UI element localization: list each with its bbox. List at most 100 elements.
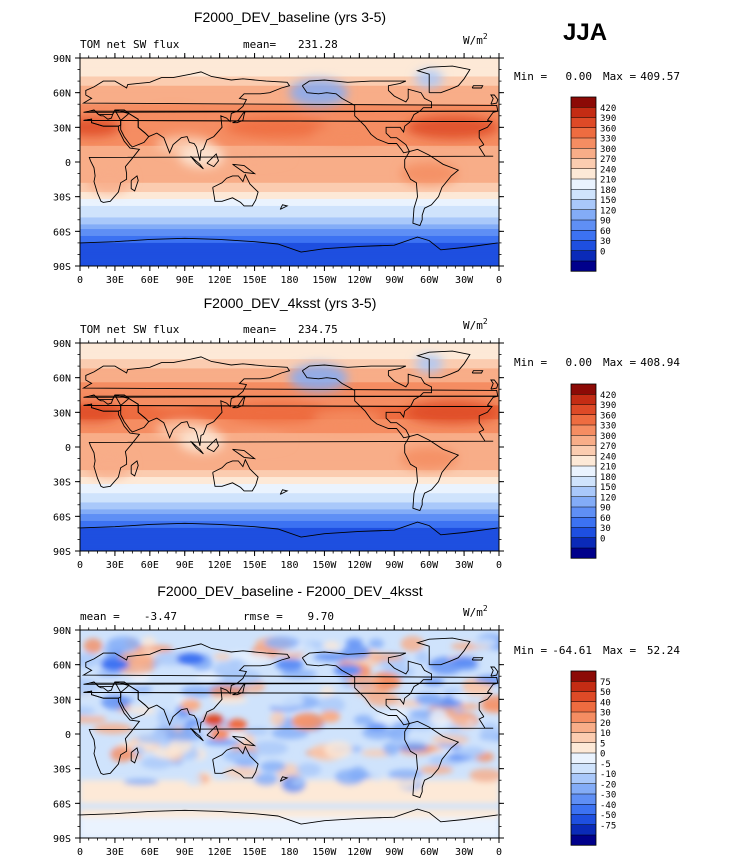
- x-tick-label: 30W: [455, 275, 474, 286]
- x-tick-label: 180: [280, 275, 298, 286]
- colorbar-swatch: [571, 384, 596, 395]
- colorbar-label: 30: [600, 524, 611, 534]
- coastline: [80, 236, 498, 253]
- diff-patch: [431, 734, 470, 745]
- zonal-band: [80, 175, 499, 179]
- season-label: JJA: [563, 19, 607, 46]
- min-label: Min =: [514, 70, 547, 83]
- panel-difference: F2000_DEV_baseline - F2000_DEV_4ksst mea…: [53, 583, 680, 858]
- zonal-band: [80, 523, 499, 526]
- colorbar-swatch: [571, 763, 596, 774]
- colorbar-swatch: [571, 835, 596, 846]
- axes: 0 30E 60E 90E 120E 150E 180 150W 120W 90W 60W 30W 09…: [53, 338, 504, 571]
- zonal-band: [80, 430, 499, 434]
- colorbar-swatch: [571, 158, 596, 169]
- colorbar-label: 60: [600, 227, 611, 237]
- mean-label: mean=: [243, 323, 276, 336]
- zonal-band: [80, 141, 499, 144]
- colorbar-label: 330: [600, 422, 616, 432]
- zonal-band: [80, 231, 499, 235]
- x-tick-label: 0: [496, 847, 502, 858]
- diff-patch: [320, 685, 335, 698]
- colorbar-swatch: [571, 240, 596, 251]
- coastlines: [80, 350, 499, 538]
- y-tick-label: 30S: [53, 193, 71, 204]
- coastline: [232, 682, 246, 696]
- colorbar-swatch: [571, 507, 596, 518]
- min-label: Min =: [514, 356, 547, 369]
- diff-patch: [158, 667, 195, 681]
- coastline: [81, 643, 499, 733]
- zonal-band: [80, 104, 499, 107]
- colorbar-label: 390: [600, 114, 616, 124]
- diff-patch: [369, 653, 403, 662]
- y-tick-label: 90N: [53, 626, 71, 637]
- zonal-band: [80, 460, 499, 464]
- colorbar-swatch: [571, 425, 596, 436]
- coastline: [232, 395, 246, 409]
- zonal-band: [80, 393, 499, 397]
- zonal-band: [80, 203, 499, 207]
- zonal-band: [80, 245, 499, 248]
- max-label: Max =: [603, 356, 636, 369]
- min-value: 0.00: [566, 70, 593, 83]
- diff-patch: [106, 636, 141, 652]
- colorbar-swatch: [571, 179, 596, 190]
- max-label: Max =: [603, 70, 636, 83]
- diff-patch: [480, 722, 499, 741]
- diff-patch: [442, 688, 462, 695]
- coastline: [404, 433, 460, 512]
- x-tick-label: 30E: [106, 275, 124, 286]
- zonal-band: [80, 182, 499, 186]
- x-tick-label: 90W: [385, 275, 404, 286]
- coastline: [279, 776, 289, 782]
- coastline: [490, 379, 499, 390]
- colorbar-label: 30: [600, 709, 611, 719]
- colorbar-swatch: [571, 476, 596, 487]
- colorbar-label: 0: [600, 247, 605, 257]
- diff-patch: [227, 718, 248, 731]
- colorbar-label: -75: [600, 821, 616, 831]
- colorbar-swatch: [571, 804, 596, 815]
- x-tick-label: 30W: [455, 847, 474, 858]
- min-value: 0.00: [566, 356, 593, 369]
- colorbar-label: 90: [600, 217, 611, 227]
- diff-patch: [221, 752, 260, 761]
- colorbar-swatch: [571, 742, 596, 754]
- diff-patch: [80, 678, 99, 697]
- colorbar-label: 270: [600, 442, 616, 452]
- coastline: [232, 448, 257, 460]
- zonal-band: [80, 106, 499, 110]
- zonal-band: [80, 343, 499, 346]
- zonal-band: [80, 497, 499, 501]
- coastline: [81, 356, 499, 446]
- zonal-band: [80, 504, 499, 508]
- diff-patch: [141, 636, 157, 648]
- zonal-band: [80, 465, 499, 469]
- flux-anomaly: [400, 447, 459, 471]
- diff-patch: [313, 652, 349, 662]
- zonal-band: [80, 252, 499, 255]
- coastline: [415, 350, 471, 379]
- diff-patch: [140, 756, 173, 770]
- diff-patch: [83, 638, 103, 654]
- zonal-band: [80, 97, 499, 100]
- zonal-band: [80, 219, 499, 223]
- x-tick-label: 60W: [420, 275, 439, 286]
- flux-anomaly: [405, 115, 499, 139]
- zonal-band: [80, 240, 499, 244]
- zonal-band: [80, 88, 499, 91]
- zonal-band: [80, 115, 499, 119]
- diff-patch: [270, 711, 285, 727]
- diff-patch: [415, 693, 444, 706]
- coastline: [130, 747, 139, 764]
- zonal-band: [80, 201, 499, 204]
- colorbar-label: 240: [600, 165, 616, 175]
- mean-label: mean=: [243, 38, 276, 51]
- flux-anomaly: [80, 403, 121, 422]
- diff-patch: [347, 674, 382, 688]
- zonal-band: [80, 377, 499, 381]
- coastline: [83, 403, 494, 488]
- zonal-band: [80, 138, 499, 142]
- rmse-value: 9.70: [308, 610, 335, 623]
